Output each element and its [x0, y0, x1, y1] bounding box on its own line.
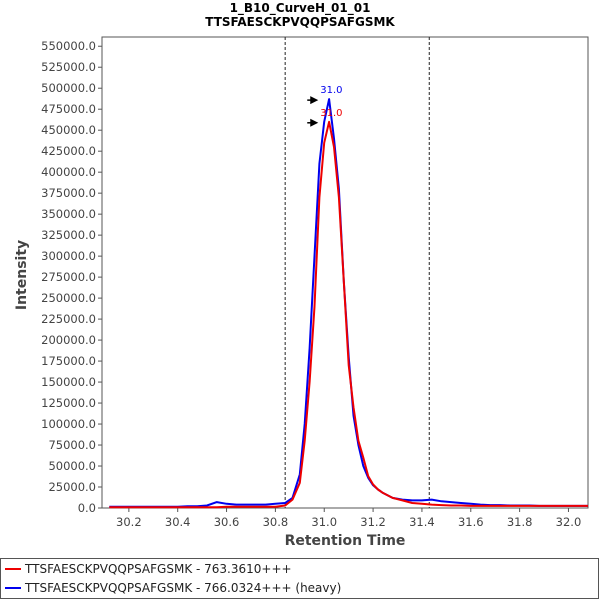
y-tick-label: 400000.0 [41, 165, 96, 179]
chart-title: 1_B10_CurveH_01_01 [230, 1, 371, 16]
peak-arrow-heavy [310, 96, 319, 105]
chromatogram-chart: 1_B10_CurveH_01_01 TTSFAESCKPVQQPSAFGSMK… [14, 1, 589, 549]
y-tick-label: 325000.0 [41, 228, 96, 242]
x-axis-title: Retention Time [285, 533, 406, 549]
y-tick-label: 200000.0 [41, 333, 96, 347]
y-tick-label: 250000.0 [41, 291, 96, 305]
x-tick-label: 31.0 [311, 515, 337, 529]
x-tick-label: 30.2 [116, 515, 142, 529]
legend-item-heavy: TTSFAESCKPVQQPSAFGSMK - 766.0324+++ (hea… [5, 579, 341, 597]
legend-swatch-light [5, 568, 21, 570]
x-tick-label: 31.2 [360, 515, 386, 529]
y-tick-label: 0.0 [78, 501, 96, 515]
y-tick-label: 450000.0 [41, 123, 96, 137]
y-tick-label: 100000.0 [41, 417, 96, 431]
series-line-light [109, 120, 588, 509]
peak-arrow-light [310, 118, 319, 127]
y-axis-title: Intensity [14, 240, 30, 310]
y-tick-label: 375000.0 [41, 186, 96, 200]
legend-label-heavy: TTSFAESCKPVQQPSAFGSMK - 766.0324+++ (hea… [25, 581, 342, 595]
y-tick-label: 475000.0 [41, 102, 96, 116]
x-tick-label: 30.4 [165, 515, 191, 529]
y-tick-label: 50000.0 [48, 459, 96, 473]
plot-area: 0.0 25000.0 50000.0 75000.0 100000.0 125000.0… [41, 36, 589, 529]
y-tick-label: 425000.0 [41, 144, 96, 158]
y-tick-label: 300000.0 [41, 249, 96, 263]
y-tick-label: 225000.0 [41, 312, 96, 326]
y-tick-label: 275000.0 [41, 270, 96, 284]
peak-label-light: 31.0 [320, 108, 342, 119]
legend: TTSFAESCKPVQQPSAFGSMK - 763.3610+++ TTSF… [0, 558, 599, 599]
y-tick-label: 550000.0 [41, 39, 96, 53]
y-tick-label: 150000.0 [41, 375, 96, 389]
x-tick-label: 31.8 [507, 515, 533, 529]
x-tick-label: 31.6 [458, 515, 484, 529]
peak-label-heavy: 31.0 [320, 85, 342, 96]
y-tick-label: 75000.0 [48, 438, 96, 452]
y-tick-label: 500000.0 [41, 81, 96, 95]
x-tick-label: 30.6 [214, 515, 240, 529]
y-tick-label: 125000.0 [41, 396, 96, 410]
plot-frame [101, 36, 589, 509]
legend-label-light: TTSFAESCKPVQQPSAFGSMK - 763.3610+++ [25, 562, 292, 576]
legend-swatch-heavy [5, 587, 21, 589]
y-tick-label: 175000.0 [41, 354, 96, 368]
x-tick-label: 31.4 [409, 515, 435, 529]
y-tick-label: 350000.0 [41, 207, 96, 221]
x-tick-label: 32.0 [556, 515, 582, 529]
chart-subtitle: TTSFAESCKPVQQPSAFGSMK [205, 15, 395, 29]
y-tick-label: 525000.0 [41, 60, 96, 74]
y-tick-label: 25000.0 [48, 480, 96, 494]
x-tick-label: 30.8 [263, 515, 289, 529]
legend-item-light: TTSFAESCKPVQQPSAFGSMK - 763.3610+++ [5, 560, 292, 578]
